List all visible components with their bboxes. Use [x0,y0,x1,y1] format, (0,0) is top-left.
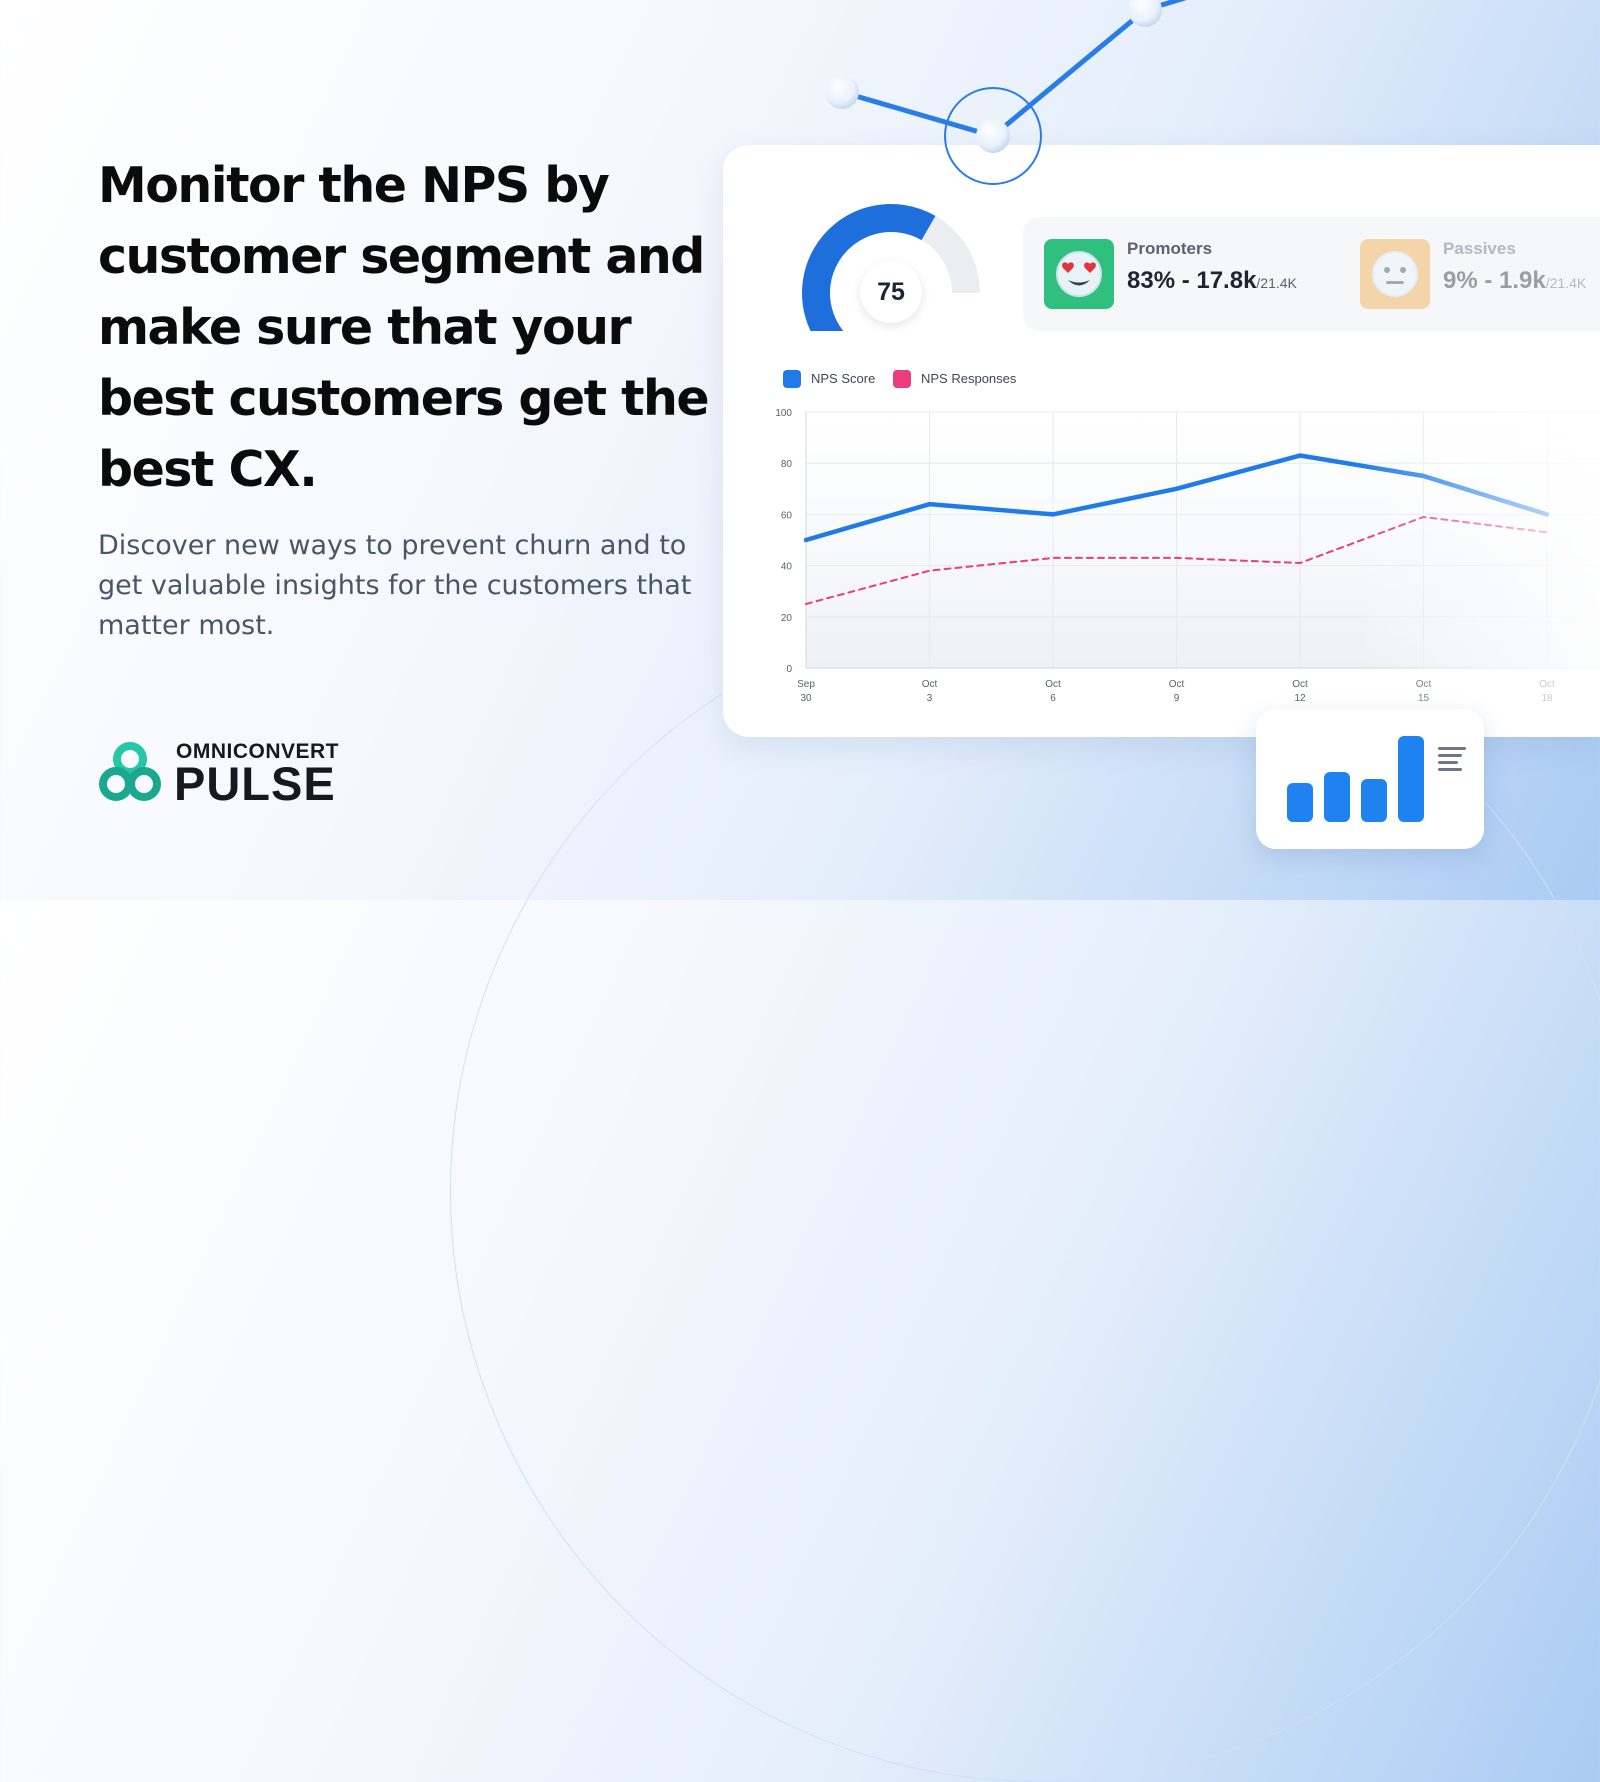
mini-bar [1361,779,1387,822]
x-tick-label: 15 [1418,693,1430,704]
x-tick-label: Oct [1169,679,1185,690]
headline: Monitor the NPS by customer segment and … [98,157,710,498]
x-tick-label: 18 [1541,693,1553,704]
stat-promoters[interactable]: Promoters 83% - 17.8k/21.4K [1023,217,1343,331]
x-tick-label: 12 [1294,693,1306,704]
neutral-face-emoji-icon [1360,239,1430,309]
gauge-value: 75 [877,277,905,306]
heart-eyes-emoji-icon [1044,239,1114,309]
y-tick-label: 60 [781,510,793,521]
stat-value: 9% - 1.9k/21.4K [1443,267,1587,294]
x-tick-label: 9 [1174,693,1180,704]
stat-total: /21.4K [1256,275,1297,291]
stat-value: 83% - 17.8k/21.4K [1127,267,1297,294]
y-tick-label: 80 [781,459,793,470]
subheadline: Discover new ways to prevent churn and t… [98,530,692,641]
stat-total: /21.4K [1545,275,1587,291]
decorative-trend-line [825,0,1187,185]
mini-bar [1324,772,1350,822]
y-tick-label: 100 [775,408,792,419]
logo-rings-icon [99,742,161,801]
mini-bar-chart-card [1256,709,1484,849]
trend-point [825,75,859,109]
stat-passives[interactable]: Passives 9% - 1.9k/21.4K [1339,217,1600,331]
y-tick-label: 20 [781,613,793,624]
legend-swatch [893,370,911,388]
x-tick-label: Oct [1416,679,1432,690]
omniconvert-pulse-logo: OMNICONVERT PULSE [98,740,339,810]
legend-label: NPS Score [811,371,876,386]
mini-bar [1287,783,1313,822]
x-tick-label: 30 [800,693,812,704]
trend-line [839,0,1187,139]
nps-gauge: 75 [799,201,984,331]
x-tick-label: Oct [1292,679,1308,690]
gauge-center: 75 [860,261,922,323]
logo-product-name: PULSE [174,757,336,810]
stat-title: Promoters [1127,239,1213,258]
nps-line-chart: 0 20 40 60 80 100 Sep 30 Oct 3 Oct 6 Oct 9 Oct 12 Oct 15 O… [723,395,1600,715]
x-tick-label: 3 [927,693,933,704]
trend-point [976,119,1010,153]
gauge-fill [802,204,936,331]
gauge-arc [802,204,980,331]
stat-title: Passives [1443,239,1516,258]
x-tick-label: Oct [1045,679,1061,690]
mini-bar [1398,736,1424,822]
text-lines-icon [1438,747,1466,775]
x-tick-label: Sep [797,679,815,690]
highlight-ring [944,87,1042,185]
logo-company-name: OMNICONVERT [176,740,339,763]
x-tick-label: Oct [922,679,938,690]
y-tick-label: 0 [786,664,792,675]
legend-label: NPS Responses [921,371,1017,386]
legend-swatch [783,370,801,388]
trend-point [1128,0,1162,27]
plot-background [806,412,1600,668]
x-tick-label: Oct [1539,679,1555,690]
x-tick-label: 6 [1050,693,1056,704]
stats-row: Promoters 83% - 17.8k/21.4K Passives 9% … [1023,217,1600,331]
y-tick-label: 40 [781,562,793,573]
